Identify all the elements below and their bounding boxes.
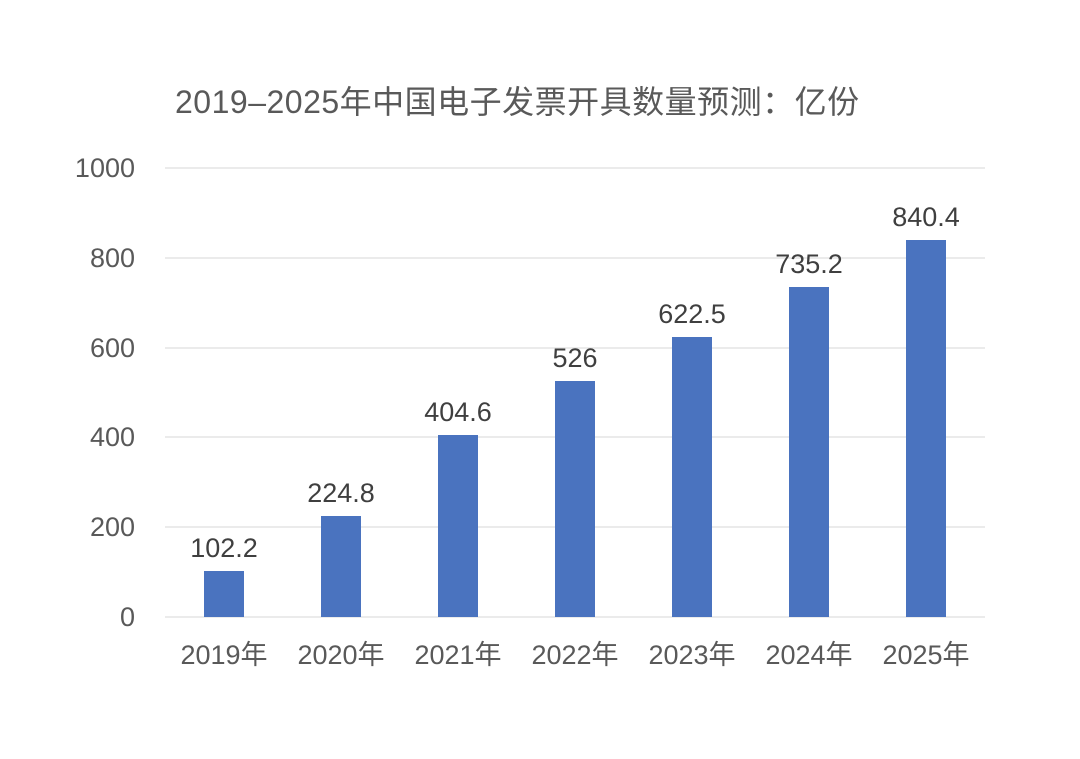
x-tick-label: 2025年 (882, 640, 970, 670)
chart-title: 2019–2025年中国电子发票开具数量预测：亿份 (175, 84, 860, 120)
y-tick-label: 600 (89, 333, 135, 363)
y-tick-label: 800 (89, 243, 135, 273)
x-tick-label: 2024年 (765, 640, 853, 670)
bar (438, 435, 478, 617)
bar (321, 516, 361, 617)
x-tick-label: 2019年 (180, 640, 268, 670)
gridline (165, 257, 985, 259)
x-tick-label: 2021年 (414, 640, 502, 670)
y-tick-label: 200 (89, 512, 135, 542)
y-tick-label: 0 (119, 602, 135, 632)
bar (906, 240, 946, 617)
bar-value-label: 404.6 (424, 397, 492, 427)
bar-value-label: 840.4 (892, 202, 960, 232)
bar-value-label: 526 (552, 343, 598, 373)
gridline (165, 167, 985, 169)
y-tick-label: 400 (89, 422, 135, 452)
bar-value-label: 735.2 (775, 249, 843, 279)
bar-value-label: 622.5 (658, 299, 726, 329)
bar-value-label: 224.8 (307, 478, 375, 508)
gridline (165, 347, 985, 349)
bar (672, 337, 712, 617)
bar (789, 287, 829, 617)
x-tick-label: 2020年 (297, 640, 385, 670)
x-tick-label: 2023年 (648, 640, 736, 670)
bar (555, 381, 595, 617)
x-tick-label: 2022年 (531, 640, 619, 670)
y-tick-label: 1000 (74, 153, 135, 183)
gridline (165, 616, 985, 618)
bar (204, 571, 244, 617)
bar-value-label: 102.2 (190, 533, 258, 563)
